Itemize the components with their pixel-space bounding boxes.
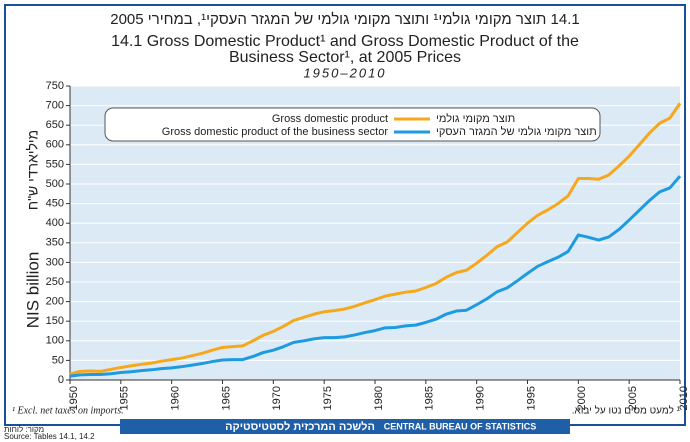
chart-title: Business Sector¹, at 2005 Prices [229, 49, 461, 66]
chart-title: 14.1 Gross Domestic Product¹ and Gross D… [111, 33, 579, 50]
x-tick-label: 1990 [475, 386, 487, 410]
legend-label-he: תוצר מקומי גולמי של המגזר העסקי [436, 125, 597, 138]
y-tick-label: 600 [46, 139, 64, 151]
x-tick-label: 1955 [119, 386, 131, 410]
footnote: ¹ Excl. net taxes on imports. [12, 405, 124, 416]
x-tick-label: 2000 [576, 386, 588, 410]
x-tick-label: 1960 [170, 386, 182, 410]
x-tick-label: 2010 [678, 386, 690, 410]
y-tick-label: 0 [58, 374, 64, 386]
y-tick-label: 300 [46, 256, 64, 268]
y-tick-label: 500 [46, 178, 64, 190]
x-tick-label: 1980 [373, 386, 385, 410]
y-axis-label: NIS billion [23, 252, 42, 329]
x-tick-label: 1985 [424, 386, 436, 410]
y-axis-label-he: מיליארדי ש"ח [25, 130, 41, 210]
x-tick-label: 1970 [271, 386, 283, 410]
x-tick-label: 1965 [220, 386, 232, 410]
x-tick-label: 1995 [525, 386, 537, 410]
y-tick-label: 350 [46, 237, 64, 249]
y-tick-label: 650 [46, 119, 64, 131]
x-tick-label: 2005 [627, 386, 639, 410]
y-tick-label: 700 [46, 100, 64, 112]
y-tick-label: 50 [52, 354, 64, 366]
source-he: מקור: לוחות [4, 425, 44, 434]
y-tick-label: 250 [46, 276, 64, 288]
series-line [69, 175, 682, 378]
y-tick-label: 450 [46, 198, 64, 210]
legend-box [104, 107, 601, 142]
y-tick-label: 200 [46, 296, 64, 308]
y-tick-label: 750 [46, 80, 64, 92]
y-tick-label: 150 [46, 315, 64, 327]
footer-bar [120, 419, 570, 434]
legend-label-he: תוצר מקומי גולמי [436, 112, 515, 125]
footer: CENTRAL BUREAU OF STATISTICS [384, 421, 537, 431]
y-tick-label: 100 [46, 335, 64, 347]
y-tick-label: 400 [46, 217, 64, 229]
legend-label: Gross domestic product of the business s… [162, 126, 389, 138]
x-tick-label: 1975 [322, 386, 334, 410]
legend-label: Gross domestic product [272, 113, 388, 125]
chart-subtitle: 1950–2010 [303, 65, 386, 80]
series-line [69, 102, 682, 376]
y-tick-label: 550 [46, 158, 64, 170]
chart-title-he: 14.1 תוצר מקומי גולמי¹ ותוצר מקומי גולמי… [110, 11, 579, 28]
footer-he: הלשכה המרכזית לסטטיסטיקה [225, 420, 375, 433]
source: Source: Tables 14.1, 14.2 [4, 432, 95, 441]
x-tick-label: 1950 [68, 386, 80, 410]
footnote-he: ¹ למעט מסים נטו על יבוא. [572, 405, 681, 417]
